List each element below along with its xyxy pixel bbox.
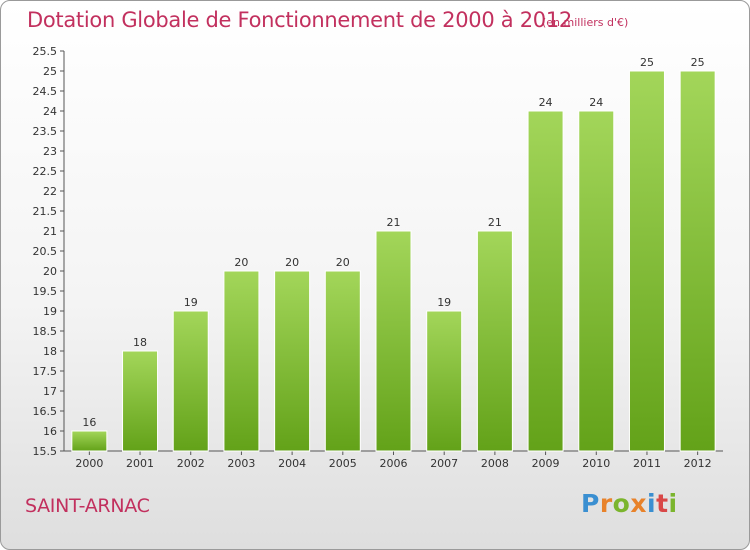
brand-letter: r — [599, 489, 613, 518]
chart-title: Dotation Globale de Fonctionnement de 20… — [27, 8, 572, 32]
x-tick-label: 2007 — [430, 457, 458, 470]
x-tick-label: 2003 — [227, 457, 255, 470]
y-tick-label: 25 — [43, 65, 57, 78]
bar — [628, 70, 665, 452]
data-label: 20 — [234, 256, 248, 269]
bar — [122, 350, 159, 452]
brand-letter: P — [581, 489, 600, 518]
y-tick-label: 17.5 — [33, 365, 58, 378]
x-tick-label: 2010 — [582, 457, 610, 470]
y-tick-label: 21.5 — [33, 205, 58, 218]
data-label: 21 — [387, 216, 401, 229]
data-label: 21 — [488, 216, 502, 229]
brand-letter: i — [647, 489, 657, 518]
x-tick-label: 2005 — [329, 457, 357, 470]
x-tick-label: 2009 — [532, 457, 560, 470]
x-tick-label: 2000 — [75, 457, 103, 470]
y-tick-label: 19 — [43, 305, 57, 318]
x-tick-label: 2012 — [684, 457, 712, 470]
bar — [274, 270, 311, 452]
data-label: 19 — [437, 296, 451, 309]
bar — [426, 310, 463, 452]
brand-letter: x — [630, 489, 647, 518]
y-tick-label: 22 — [43, 185, 57, 198]
data-label: 16 — [82, 416, 96, 429]
y-tick-label: 21 — [43, 225, 57, 238]
bar — [527, 110, 564, 452]
x-tick-label: 2002 — [177, 457, 205, 470]
y-tick-label: 18 — [43, 345, 57, 358]
y-tick-label: 20.5 — [33, 245, 58, 258]
data-label: 18 — [133, 336, 147, 349]
y-tick-label: 15.5 — [33, 445, 58, 458]
bar — [324, 270, 361, 452]
bar — [172, 310, 209, 452]
brand-logo: Proxiti — [581, 489, 678, 518]
bars — [71, 70, 716, 452]
brand-letter: i — [668, 489, 678, 518]
x-tick-label: 2001 — [126, 457, 154, 470]
x-tick-label: 2006 — [380, 457, 408, 470]
data-label: 19 — [184, 296, 198, 309]
brand-letter: t — [656, 489, 669, 518]
y-tick-label: 23 — [43, 145, 57, 158]
data-label: 25 — [640, 56, 654, 69]
data-label: 25 — [691, 56, 705, 69]
x-tick-label: 2008 — [481, 457, 509, 470]
y-tick-label: 17 — [43, 385, 57, 398]
bar — [223, 270, 260, 452]
y-tick-label: 16.5 — [33, 405, 58, 418]
y-tick-label: 18.5 — [33, 325, 58, 338]
y-tick-label: 23.5 — [33, 125, 58, 138]
y-tick-label: 19.5 — [33, 285, 58, 298]
data-label: 24 — [589, 96, 603, 109]
bar — [679, 70, 716, 452]
data-label: 24 — [539, 96, 553, 109]
y-tick-label: 16 — [43, 425, 57, 438]
data-label: 20 — [336, 256, 350, 269]
place-name: SAINT-ARNAC — [25, 495, 150, 517]
bar — [375, 230, 412, 452]
y-tick-label: 25.5 — [33, 45, 58, 58]
x-tick-label: 2004 — [278, 457, 306, 470]
x-tick-label: 2011 — [633, 457, 661, 470]
data-label: 20 — [285, 256, 299, 269]
y-tick-label: 20 — [43, 265, 57, 278]
axes: 15.5 16 16.5 17 17.5 18 18.5 19 19.5 20 20.5 21 21.5… — [33, 45, 723, 470]
y-tick-label: 24.5 — [33, 85, 58, 98]
y-tick-label: 24 — [43, 105, 57, 118]
chart-subtitle: (en milliers d'€) — [542, 16, 629, 29]
bar — [71, 430, 108, 452]
bar — [476, 230, 513, 452]
y-tick-label: 22.5 — [33, 165, 58, 178]
data-labels: 16 18 19 20 20 20 21 19 21 24 24 25 25 — [82, 56, 704, 429]
brand-letter: o — [612, 489, 631, 518]
bar — [578, 110, 615, 452]
